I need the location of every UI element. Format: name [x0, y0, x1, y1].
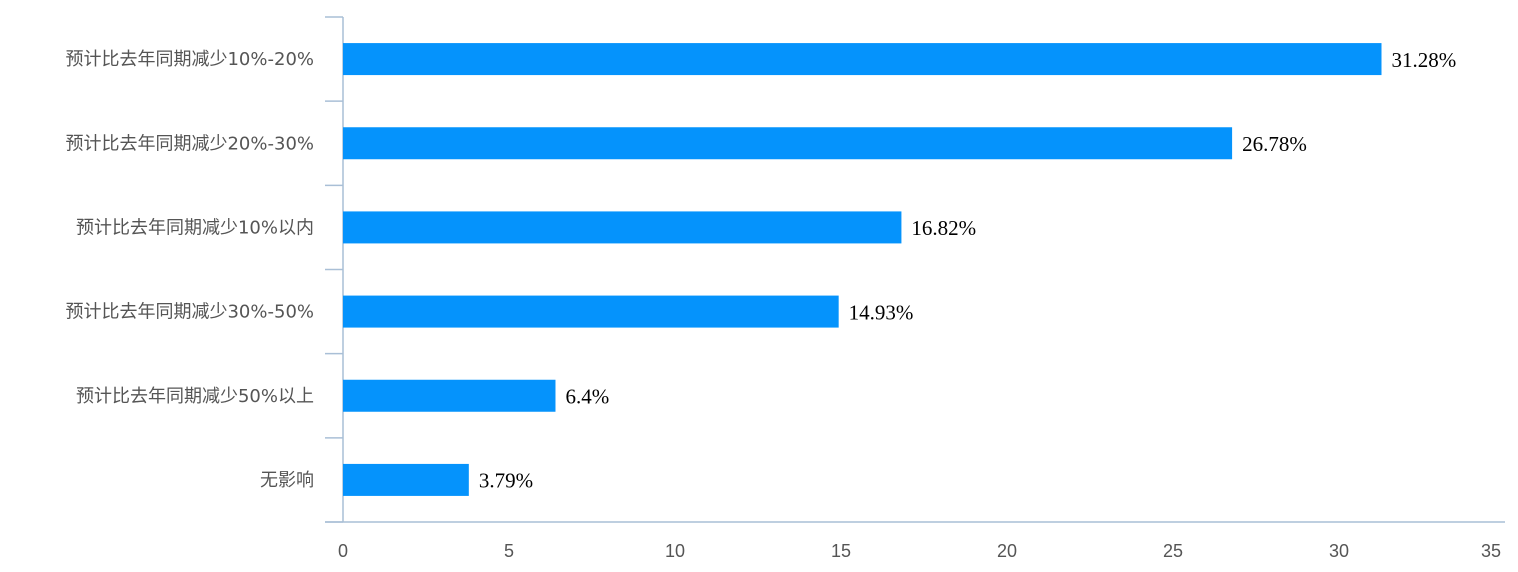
x-tick-label: 20: [997, 541, 1017, 561]
x-tick-label: 0: [338, 541, 348, 561]
value-label: 16.82%: [911, 216, 976, 240]
value-label: 14.93%: [849, 300, 914, 324]
bar: [343, 43, 1382, 76]
value-label: 26.78%: [1242, 132, 1307, 156]
x-tick-label: 35: [1481, 541, 1501, 561]
category-label: 预计比去年同期减少30%-50%: [65, 302, 314, 323]
category-label: 预计比去年同期减少50%以上: [76, 386, 314, 407]
bar: [343, 295, 839, 328]
x-tick-label: 10: [665, 541, 685, 561]
bar: [343, 463, 469, 496]
x-tick-label: 15: [831, 541, 851, 561]
category-label: 无影响: [260, 470, 314, 491]
value-label: 6.4%: [565, 385, 609, 409]
category-label: 预计比去年同期减少10%-20%: [65, 49, 314, 70]
category-label: 预计比去年同期减少10%以内: [76, 217, 314, 238]
bar: [343, 211, 902, 244]
category-label: 预计比去年同期减少20%-30%: [65, 133, 314, 154]
x-tick-label: 5: [504, 541, 514, 561]
bar: [343, 379, 556, 412]
value-label: 31.28%: [1391, 48, 1456, 72]
x-tick-label: 30: [1329, 541, 1349, 561]
x-tick-label: 25: [1163, 541, 1183, 561]
value-label: 3.79%: [479, 469, 533, 493]
bar: [343, 127, 1233, 160]
